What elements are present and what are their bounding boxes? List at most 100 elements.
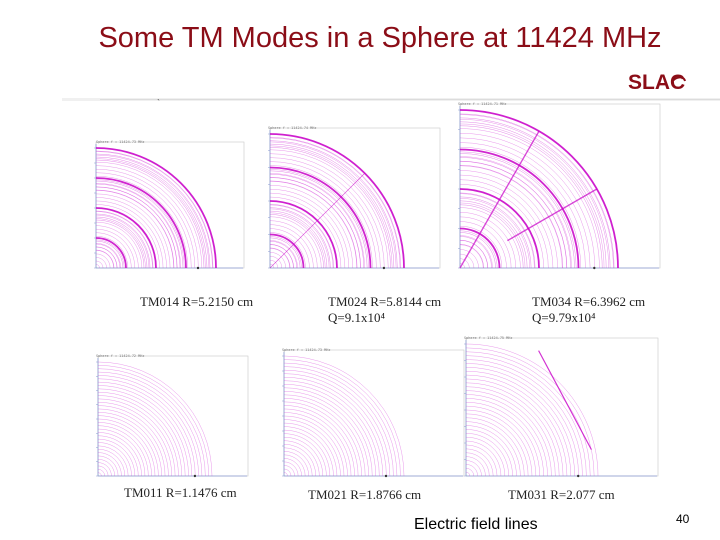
plot-header: Sphere f = 11424.75 MHz [464,336,513,340]
field-line [283,355,405,477]
field-line [283,380,380,477]
caption-tm011: TM011 R=1.1476 cm [124,485,237,500]
field-line [283,437,323,477]
loop-line [459,244,484,269]
loop-line [95,243,121,269]
field-line [95,236,128,269]
field-line [95,260,104,269]
field-line [97,455,119,477]
field-line [97,418,156,477]
field-line [465,468,474,477]
loop-line [459,157,571,269]
field-line [95,197,167,269]
plot-frame [465,337,659,477]
field-line [459,128,600,269]
loop-line [459,240,488,269]
plot-frame [459,103,661,269]
marker-dot [577,474,580,478]
node-line [459,227,501,269]
field-line [465,398,544,477]
field-line [95,218,146,269]
field-line-plot [268,127,441,270]
field-line [465,355,587,477]
field-line [97,375,199,477]
field-line [97,425,149,477]
field-line [97,368,206,477]
loop-line [459,113,615,269]
plot-header: Sphere f = 11424.72 MHz [96,354,145,358]
field-line [97,449,125,477]
field-line [283,433,327,477]
field-line [283,422,338,477]
field-line [465,444,498,477]
field-line [97,398,176,477]
field-line [97,395,179,477]
field-line [283,366,394,477]
field-line [97,442,132,477]
field-line [283,415,345,477]
field-line [95,243,121,269]
field-line [283,440,320,477]
field-line [95,154,210,269]
caption-tm014: TM014 R=5.2150 cm [140,294,254,309]
loop-line [95,153,211,269]
field-line [459,114,614,269]
plot-frame [283,349,465,477]
field-line [465,371,571,477]
marker-dot [382,266,386,270]
slac-logo-swoosh [671,76,686,83]
node-line [538,350,592,450]
field-line [459,156,572,269]
field-line [283,458,302,477]
field-line [283,451,309,477]
node-line [269,133,405,269]
field-line [95,190,174,269]
stray-mark: ` [157,98,160,108]
field-line-plot [94,141,245,270]
field-line [459,179,549,269]
field-line [465,437,505,477]
field-line [97,438,136,477]
loop-line [459,153,575,269]
field-line [283,398,362,477]
field-line [97,415,159,477]
field-line [283,401,359,477]
footer-label: Electric field lines [414,516,538,533]
field-line [95,214,150,269]
field-line-plot [96,355,249,478]
field-line [283,426,334,477]
field-line [283,472,288,477]
plot-header: Sphere f = 11424.73 MHz [96,140,145,144]
field-line [465,433,509,477]
field-line [283,384,376,477]
field-line [283,408,352,477]
loop-line [95,216,148,269]
field-line [95,158,206,269]
field-line [97,388,186,477]
field-line [95,151,213,269]
field-line [97,452,122,477]
field-line [459,147,581,269]
field-line [465,382,560,477]
loop-line [459,165,563,269]
field-line [97,422,152,477]
mode-plot-tm031: Sphere f = 11424.75 MHz [458,334,660,482]
loop-line [95,180,184,269]
field-line [97,371,203,477]
field-line [95,211,153,269]
marker-dot [593,266,596,270]
angular-node [269,173,365,269]
field-line [465,448,494,477]
field-line [465,409,533,477]
field-line [95,221,143,269]
field-line [465,386,556,477]
field-line [95,165,199,269]
field-line [95,225,139,269]
field-line [465,460,482,477]
angular-node [459,130,540,269]
field-line [465,343,599,477]
loop-line [459,117,611,269]
field-line [283,454,306,477]
field-line [459,184,544,269]
field-line [95,264,100,269]
